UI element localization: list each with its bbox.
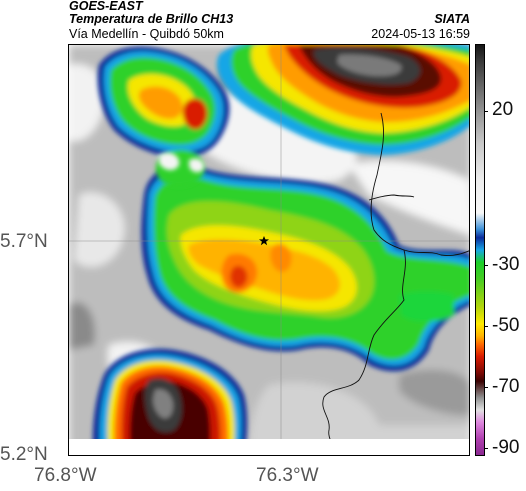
- colorbar-label-minus50: -50: [492, 315, 520, 336]
- colorbar-label-minus70: -70: [492, 376, 520, 397]
- product-title: Temperatura de Brillo CH13: [69, 12, 234, 26]
- lon-label-2: 76.3°W: [256, 465, 319, 486]
- temperature-colorbar: [475, 44, 485, 456]
- lon-label-1: 76.8°W: [34, 465, 97, 486]
- political-boundaries: [322, 112, 469, 455]
- convective-core-ne: [217, 45, 469, 155]
- colorbar-label-minus30: -30: [492, 254, 520, 275]
- map-gridlines: [69, 45, 469, 455]
- clear-sky-patches: [159, 152, 205, 173]
- colorbar-tick-20: [484, 111, 488, 112]
- convective-cloud-main: [141, 165, 469, 372]
- colorbar-tick-minus30: [484, 265, 488, 266]
- colorbar-label-20: 20: [492, 99, 514, 120]
- convective-core-sw: [92, 348, 247, 455]
- star-icon[interactable]: [259, 236, 269, 246]
- colorbar-tick-minus90: [484, 448, 488, 449]
- satellite-map[interactable]: [68, 44, 470, 456]
- route-label: Vía Medellín - Quibdó 50km: [69, 27, 224, 41]
- colorbar-tick-minus50: [484, 326, 488, 327]
- map-canvas: [69, 45, 469, 455]
- agency-label: SIATA: [434, 12, 470, 26]
- convective-cloud-nw: [97, 46, 230, 187]
- timestamp: 2024-05-13 16:59: [371, 27, 470, 41]
- lat-label-2: 5.2°N: [0, 444, 48, 465]
- map-bottom-band: [69, 439, 469, 455]
- satellite-source: GOES-EAST: [69, 0, 143, 13]
- colorbar-tick-minus70: [484, 387, 488, 388]
- colorbar-label-minus90: -90: [492, 437, 520, 458]
- lat-label-1: 5.7°N: [0, 231, 48, 252]
